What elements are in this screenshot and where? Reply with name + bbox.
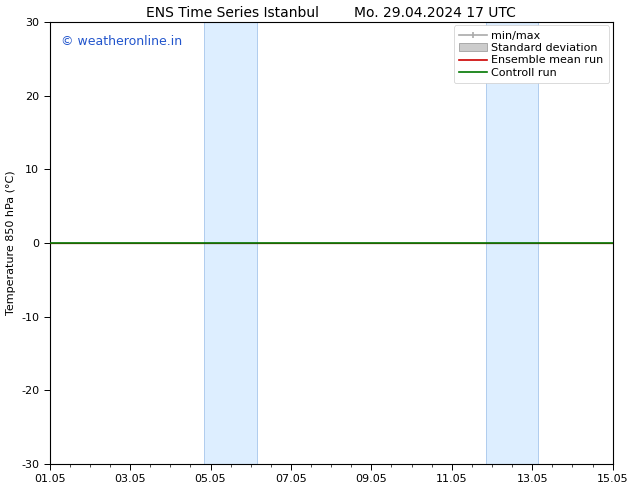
- Legend: min/max, Standard deviation, Ensemble mean run, Controll run: min/max, Standard deviation, Ensemble me…: [454, 25, 609, 83]
- Bar: [205, 22, 257, 464]
- Title: ENS Time Series Istanbul        Mo. 29.04.2024 17 UTC: ENS Time Series Istanbul Mo. 29.04.2024 …: [146, 5, 516, 20]
- Y-axis label: Temperature 850 hPa (°C): Temperature 850 hPa (°C): [6, 171, 16, 316]
- Bar: [486, 22, 538, 464]
- Text: © weatheronline.in: © weatheronline.in: [61, 35, 182, 49]
